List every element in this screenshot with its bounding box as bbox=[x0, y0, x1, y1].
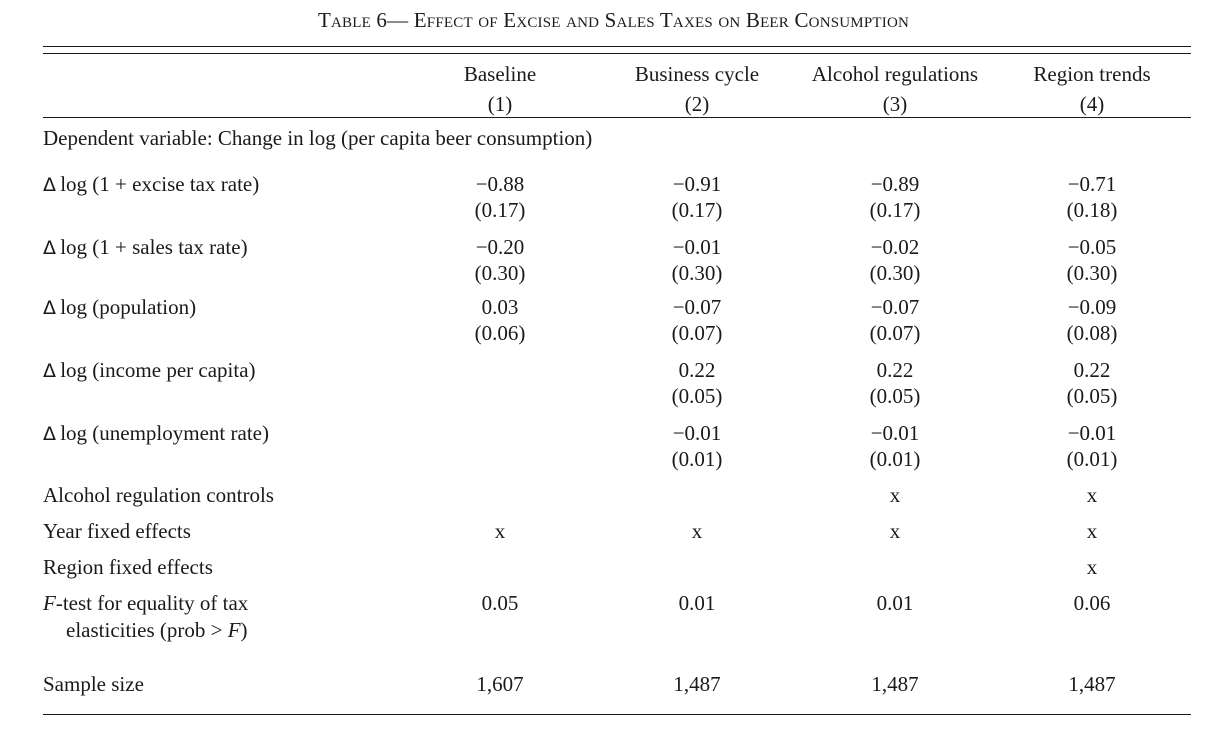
ftest-value: 0.06 bbox=[1073, 591, 1111, 615]
std-error-cell: (0.07) bbox=[869, 321, 921, 345]
column-header-number: (4) bbox=[1079, 92, 1105, 116]
delta-symbol: Δ bbox=[43, 423, 56, 445]
std-error-cell: (0.06) bbox=[474, 321, 526, 345]
row-label-text: log (1 + sales tax rate) bbox=[56, 235, 248, 259]
coefficient-cell: −0.01 bbox=[1067, 421, 1117, 445]
row-label: Δ log (population) bbox=[43, 294, 196, 321]
control-indicator: x bbox=[494, 519, 506, 543]
control-row-label: Region fixed effects bbox=[43, 555, 213, 579]
coefficient-cell: 0.03 bbox=[481, 295, 519, 319]
row-label: Δ log (income per capita) bbox=[43, 357, 256, 384]
delta-symbol: Δ bbox=[43, 174, 56, 196]
ftest-label: F-test for equality of tax bbox=[43, 590, 248, 616]
ftest-label-text: elasticities (prob > bbox=[66, 618, 228, 642]
ftest-label-second-line: elasticities (prob > F) bbox=[66, 617, 248, 643]
table-title: Table 6— Effect of Excise and Sales Taxe… bbox=[317, 8, 910, 32]
std-error-cell: (0.05) bbox=[1066, 384, 1118, 408]
control-row-label: Alcohol regulation controls bbox=[43, 483, 274, 507]
row-label: Δ log (unemployment rate) bbox=[43, 420, 269, 447]
std-error-cell: (0.30) bbox=[671, 261, 723, 285]
coefficient-cell: −0.71 bbox=[1067, 172, 1117, 196]
row-label-text: log (1 + excise tax rate) bbox=[56, 172, 260, 196]
sample-size-label: Sample size bbox=[43, 672, 144, 696]
coefficient-cell: −0.88 bbox=[475, 172, 525, 196]
std-error-cell: (0.30) bbox=[474, 261, 526, 285]
coefficient-cell: −0.91 bbox=[672, 172, 722, 196]
bottom-rule bbox=[43, 714, 1191, 715]
sample-size-value: 1,607 bbox=[476, 672, 524, 696]
coefficient-cell: −0.07 bbox=[672, 295, 722, 319]
column-header-name: Baseline bbox=[463, 62, 537, 86]
std-error-cell: (0.30) bbox=[1066, 261, 1118, 285]
column-header-name: Region trends bbox=[1033, 62, 1151, 86]
std-error-cell: (0.17) bbox=[671, 198, 723, 222]
std-error-cell: (0.01) bbox=[1066, 447, 1118, 471]
column-header-name: Business cycle bbox=[634, 62, 760, 86]
row-label-text: log (population) bbox=[56, 295, 197, 319]
coefficient-cell: −0.01 bbox=[672, 421, 722, 445]
ftest-label-text: ) bbox=[240, 618, 248, 642]
ftest-f-symbol: F bbox=[227, 618, 241, 642]
top-rule-second bbox=[43, 53, 1191, 54]
column-header-number: (3) bbox=[882, 92, 908, 116]
std-error-cell: (0.01) bbox=[671, 447, 723, 471]
coefficient-cell: −0.02 bbox=[870, 235, 920, 259]
ftest-value: 0.05 bbox=[481, 591, 519, 615]
coefficient-cell: −0.05 bbox=[1067, 235, 1117, 259]
column-header-number: (1) bbox=[487, 92, 513, 116]
coefficient-cell: −0.07 bbox=[870, 295, 920, 319]
coefficient-cell: 0.22 bbox=[876, 358, 914, 382]
delta-symbol: Δ bbox=[43, 360, 56, 382]
control-indicator: x bbox=[889, 519, 901, 543]
control-indicator: x bbox=[1086, 483, 1098, 507]
sample-size-value: 1,487 bbox=[1068, 672, 1116, 696]
coefficient-cell: −0.01 bbox=[870, 421, 920, 445]
ftest-value: 0.01 bbox=[876, 591, 914, 615]
std-error-cell: (0.07) bbox=[671, 321, 723, 345]
column-header-number: (2) bbox=[684, 92, 710, 116]
row-label-text: log (unemployment rate) bbox=[56, 421, 269, 445]
coefficient-cell: 0.22 bbox=[678, 358, 716, 382]
row-label: Δ log (1 + excise tax rate) bbox=[43, 171, 259, 198]
sample-size-value: 1,487 bbox=[871, 672, 919, 696]
std-error-cell: (0.18) bbox=[1066, 198, 1118, 222]
std-error-cell: (0.17) bbox=[474, 198, 526, 222]
ftest-f-symbol: F bbox=[43, 591, 56, 615]
row-label-text: log (income per capita) bbox=[56, 358, 256, 382]
coefficient-cell: −0.01 bbox=[672, 235, 722, 259]
coefficient-cell: −0.89 bbox=[870, 172, 920, 196]
std-error-cell: (0.30) bbox=[869, 261, 921, 285]
header-rule bbox=[43, 117, 1191, 118]
sample-size-value: 1,487 bbox=[673, 672, 721, 696]
control-indicator: x bbox=[889, 483, 901, 507]
delta-symbol: Δ bbox=[43, 237, 56, 259]
control-indicator: x bbox=[1086, 519, 1098, 543]
coefficient-cell: −0.09 bbox=[1067, 295, 1117, 319]
std-error-cell: (0.17) bbox=[869, 198, 921, 222]
column-header-name: Alcohol regulations bbox=[811, 62, 979, 86]
dependent-variable-label: Dependent variable: Change in log (per c… bbox=[43, 126, 593, 150]
std-error-cell: (0.08) bbox=[1066, 321, 1118, 345]
coefficient-cell: 0.22 bbox=[1073, 358, 1111, 382]
control-indicator: x bbox=[691, 519, 703, 543]
std-error-cell: (0.01) bbox=[869, 447, 921, 471]
top-rule bbox=[43, 46, 1191, 47]
std-error-cell: (0.05) bbox=[671, 384, 723, 408]
row-label: Δ log (1 + sales tax rate) bbox=[43, 234, 248, 261]
coefficient-cell: −0.20 bbox=[475, 235, 525, 259]
ftest-value: 0.01 bbox=[678, 591, 716, 615]
delta-symbol: Δ bbox=[43, 297, 56, 319]
control-row-label: Year fixed effects bbox=[43, 519, 191, 543]
ftest-label-text: -test for equality of tax bbox=[55, 591, 249, 615]
std-error-cell: (0.05) bbox=[869, 384, 921, 408]
control-indicator: x bbox=[1086, 555, 1098, 579]
